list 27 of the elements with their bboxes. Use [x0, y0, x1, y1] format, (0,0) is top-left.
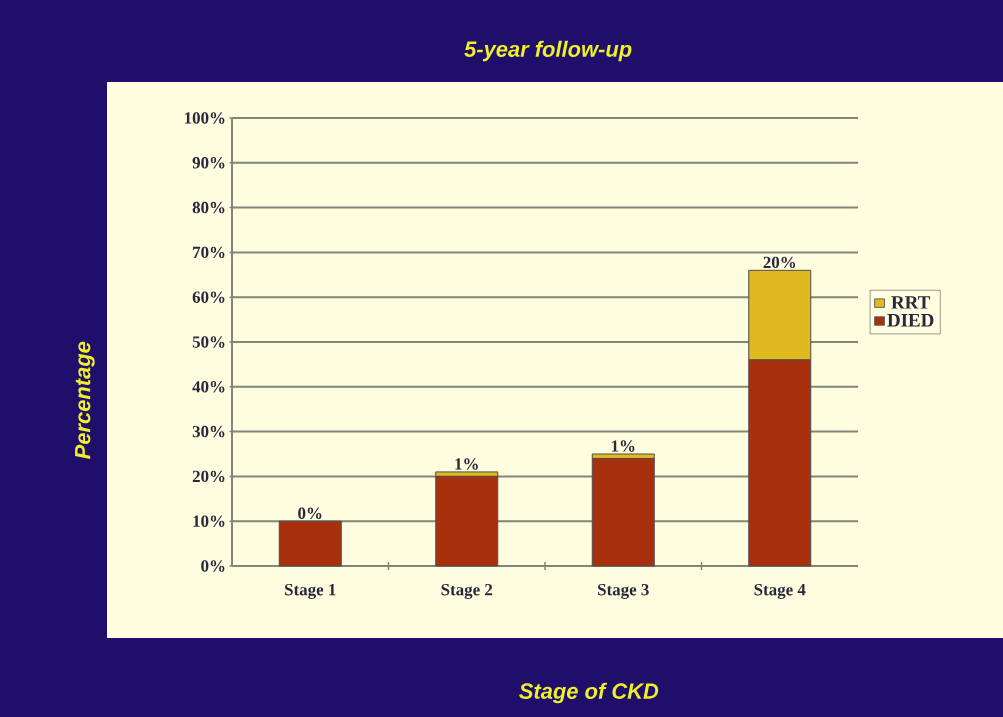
- bar: [278, 520, 342, 567]
- y-tick-label: 100%: [185, 112, 225, 124]
- data-label: 1%: [455, 458, 478, 470]
- y-tick-label: 50%: [192, 336, 225, 348]
- y-tick-label: 90%: [192, 157, 225, 169]
- y-tick-label: 0%: [201, 560, 225, 572]
- legend-label: RRT: [891, 296, 931, 309]
- data-label: 0%: [298, 507, 322, 519]
- chart-title: 5-year follow-up: [464, 40, 632, 62]
- x-axis-title: Stage of CKD: [519, 682, 659, 704]
- x-tick-label: Stage 2: [441, 584, 493, 599]
- data-label: 1%: [611, 440, 635, 452]
- x-tick-label: Stage 3: [598, 584, 649, 599]
- y-tick-label: 60%: [192, 291, 225, 303]
- legend-label: DIED: [887, 314, 934, 327]
- y-tick-label: 20%: [192, 470, 225, 483]
- x-tick-label: Stage 4: [754, 584, 806, 599]
- bar: [591, 457, 655, 567]
- y-tick-label: 80%: [192, 201, 225, 214]
- y-tick-label: 10%: [193, 515, 225, 527]
- y-tick-label: 70%: [193, 246, 225, 259]
- y-axis-title: Percentage: [75, 341, 95, 459]
- x-tick-label: Stage 1: [285, 584, 336, 599]
- bar: [435, 475, 499, 567]
- data-label: 20%: [763, 256, 796, 269]
- y-tick-label: 30%: [192, 425, 225, 438]
- y-tick-label: 40%: [192, 381, 225, 393]
